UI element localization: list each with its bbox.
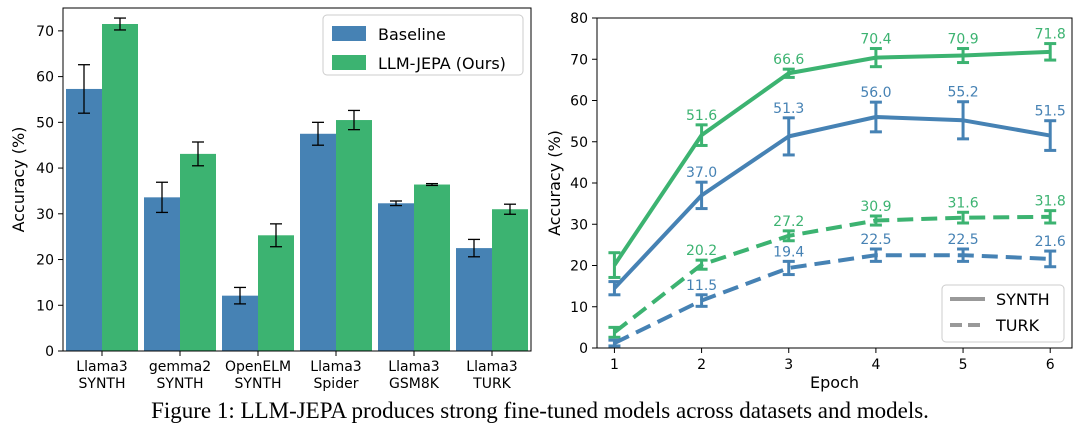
line-data-label: 51.5	[1035, 104, 1066, 120]
bar-jepa	[414, 184, 450, 351]
bar-legend-box	[322, 14, 524, 76]
bar-xtick-label: OpenELM	[225, 359, 291, 375]
line-ytick-label: 0	[579, 341, 588, 357]
line-series	[613, 214, 1051, 334]
bar-legend-label: Baseline	[378, 25, 446, 44]
bar-xtick-label: Spider	[314, 376, 359, 392]
line-xtick-label: 6	[1046, 357, 1055, 373]
line-xtick-label: 5	[959, 357, 968, 373]
line-data-label: 20.2	[686, 243, 717, 259]
line-xlabel: Epoch	[810, 373, 859, 392]
line-ylabel: Accuracy (%)	[545, 130, 564, 236]
line-data-label: 30.9	[860, 199, 891, 215]
bar-ylabel: Accuracy (%)	[9, 127, 28, 233]
figure: 010203040506070Llama3SYNTHgemma2SYNTHOpe…	[9, 7, 1073, 392]
line-data-label: 56.0	[860, 85, 891, 101]
bar-xtick-label: TURK	[472, 376, 512, 392]
bar-ytick-label: 0	[45, 344, 54, 360]
line-ytick-label: 20	[570, 259, 588, 275]
bar-baseline	[456, 248, 492, 351]
bar-baseline	[222, 295, 258, 351]
bar-jepa	[492, 209, 528, 351]
bar-plot-frame	[62, 7, 532, 352]
bar-jepa	[102, 24, 138, 352]
bar-baseline	[300, 133, 336, 351]
line-ytick-label: 80	[570, 11, 588, 27]
line-series	[612, 115, 1051, 290]
line-chart: 0 10 20 30 40 50 60 70 80 1 2 3 4 5 6 51.6 66.6 70.4 70.9 7…	[545, 11, 1073, 392]
line-series	[612, 49, 1051, 267]
line-series	[613, 253, 1051, 345]
bar-ytick-label: 50	[36, 115, 54, 131]
bar-xtick-label: Llama3	[388, 359, 439, 375]
bar-ytick-label: 30	[36, 207, 54, 223]
line-data-label: 51.6	[686, 108, 717, 124]
bar-xtick-label: GSM8K	[389, 376, 440, 392]
line-data-label: 66.6	[773, 52, 804, 68]
bar-baseline	[378, 203, 414, 351]
line-ytick-label: 70	[570, 52, 588, 68]
bar-ytick-label: 40	[36, 161, 54, 177]
bar-jepa	[258, 235, 294, 351]
line-data-label: 70.9	[947, 32, 978, 48]
bar-xtick-label: Llama3	[76, 359, 127, 375]
line-legend-label: TURK	[995, 316, 1040, 335]
line-data-label: 27.2	[773, 214, 804, 230]
figure-caption: Figure 1: LLM-JEPA produces strong fine-…	[151, 398, 929, 423]
line-xtick-label: 2	[697, 357, 706, 373]
bar-xtick-label: Llama3	[466, 359, 517, 375]
line-ytick-label: 50	[570, 135, 588, 151]
bar-ytick-label: 60	[36, 70, 54, 86]
line-ytick-label: 60	[570, 94, 588, 110]
line-data-label: 11.5	[686, 278, 717, 294]
bar-legend-swatch	[332, 26, 366, 41]
bar-baseline	[144, 197, 180, 351]
line-legend-label: SYNTH	[996, 290, 1050, 309]
bar-jepa	[336, 120, 372, 352]
line-data-label: 22.5	[860, 232, 891, 248]
line-ytick-label: 40	[570, 176, 588, 192]
line-legend: SYNTH TURK	[941, 284, 1065, 343]
line-data-label: 21.6	[1035, 234, 1066, 250]
bar-ytick-label: 20	[36, 253, 54, 269]
bar-legend-label: LLM-JEPA (Ours)	[378, 54, 506, 73]
bar-baseline	[66, 88, 102, 351]
line-ytick-label: 10	[570, 300, 588, 316]
bar-ytick-label: 10	[36, 298, 54, 314]
line-data-label: 70.4	[860, 32, 891, 48]
line-ytick-label: 30	[570, 217, 588, 233]
bar-chart: 010203040506070Llama3SYNTHgemma2SYNTHOpe…	[9, 7, 532, 392]
line-plot-frame	[596, 17, 1073, 349]
line-data-label: 22.5	[947, 232, 978, 248]
line-data-label: 51.3	[773, 101, 804, 117]
line-xtick-label: 3	[784, 357, 793, 373]
bar-legend: Baseline LLM-JEPA (Ours)	[322, 14, 524, 76]
line-data-label: 31.8	[1035, 194, 1066, 210]
line-xtick-label: 4	[871, 357, 880, 373]
line-data-label: 31.6	[947, 195, 978, 211]
bar-xtick-label: SYNTH	[157, 376, 204, 392]
bar-xtick-label: gemma2	[149, 359, 211, 375]
bar-xtick-label: SYNTH	[79, 376, 126, 392]
bar-ytick-label: 70	[36, 24, 54, 40]
line-data-label: 37.0	[686, 165, 717, 181]
bar-jepa	[180, 153, 216, 351]
line-data-label: 19.4	[773, 244, 804, 260]
line-data-label: 71.8	[1035, 27, 1066, 43]
bar-xtick-label: SYNTH	[235, 376, 282, 392]
bar-legend-swatch	[332, 55, 366, 70]
line-data-label: 55.2	[947, 85, 978, 101]
bar-xtick-label: Llama3	[310, 359, 361, 375]
line-xtick-label: 1	[610, 357, 619, 373]
